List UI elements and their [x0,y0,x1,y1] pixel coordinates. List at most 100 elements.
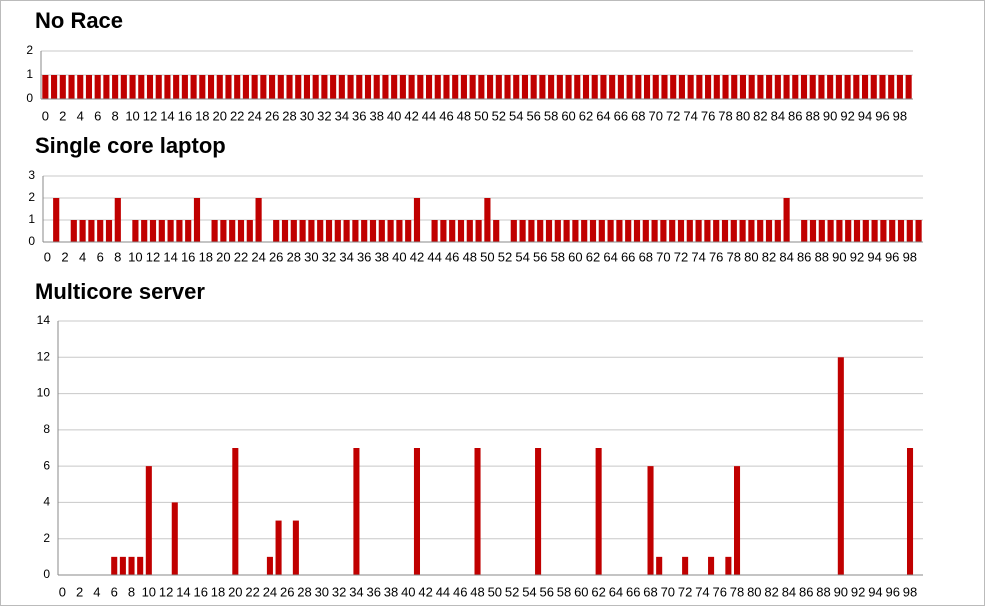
x-tick-label: 92 [840,108,854,123]
bar [434,75,441,99]
x-tick-label: 70 [649,108,663,123]
x-tick-label: 16 [181,249,195,264]
bar [413,198,421,242]
x-tick-label: 34 [335,108,349,123]
x-tick-label: 2 [61,249,68,264]
x-tick-label: 96 [885,249,899,264]
x-tick-label: 96 [885,584,899,599]
x-tick-label: 10 [128,249,142,264]
bar [234,75,241,99]
bar [207,75,215,99]
x-tick-label: 66 [621,249,635,264]
bar [216,75,223,99]
bar [519,220,526,242]
bar [537,220,544,242]
x-tick-label: 72 [674,249,688,264]
x-tick-label: 18 [199,249,213,264]
bar [880,220,887,242]
bar [466,220,473,242]
x-tick-label: 56 [533,249,547,264]
x-tick-label: 76 [709,249,723,264]
bar [286,75,293,99]
bar [167,220,174,242]
bar [317,220,324,242]
bar [440,220,447,242]
bar [149,220,157,242]
bar [651,220,658,242]
bar [609,75,616,99]
bar [591,75,598,99]
bar [343,220,350,242]
bar [457,220,465,242]
bar [635,75,642,99]
bar [79,220,86,242]
bar [530,75,537,99]
x-tick-label: 60 [574,584,588,599]
bar [616,220,623,242]
bar [871,220,878,242]
x-tick-label: 78 [730,584,744,599]
bar [70,220,77,242]
bar [836,220,843,242]
bar [164,75,171,99]
x-tick-label: 26 [269,249,283,264]
bar [158,220,165,242]
x-tick-label: 62 [579,108,593,123]
bar [574,75,581,99]
bar [792,75,799,99]
x-tick-label: 4 [93,584,100,599]
bar [656,556,663,575]
x-tick-label: 64 [609,584,623,599]
bar [51,75,58,99]
bar [757,75,764,99]
bar [835,75,842,99]
bar [687,75,694,99]
chart-title: Multicore server [35,279,205,304]
bar [582,75,590,99]
bar [452,75,459,99]
x-tick-label: 22 [245,584,259,599]
bar [292,520,299,575]
y-tick-label: 14 [37,313,51,327]
bar [356,75,363,99]
bar [431,220,438,242]
bar [103,75,110,99]
chart-title: No Race [35,8,123,33]
x-tick-label: 12 [159,584,173,599]
bar [193,198,201,242]
bar [827,220,834,242]
bar [42,75,49,99]
bar [260,75,267,99]
x-tick-label: 50 [488,584,502,599]
x-tick-label: 38 [369,108,383,123]
y-tick-label: 2 [43,531,50,545]
bar [237,220,245,242]
bar [138,75,145,99]
x-tick-label: 8 [112,108,119,123]
x-tick-label: 88 [805,108,819,123]
x-tick-label: 32 [322,249,336,264]
bar [382,75,389,99]
bar [595,448,602,575]
bar [879,75,886,99]
x-tick-label: 74 [683,108,697,123]
x-tick-label: 94 [867,249,881,264]
x-tick-label: 0 [44,249,51,264]
bar [889,220,896,242]
x-tick-label: 40 [401,584,415,599]
x-tick-label: 20 [216,249,230,264]
bar [199,75,206,99]
x-tick-label: 78 [718,108,732,123]
x-tick-label: 54 [509,108,523,123]
x-tick-label: 22 [230,108,244,123]
x-tick-label: 18 [211,584,225,599]
x-tick-label: 20 [213,108,227,123]
x-tick-label: 86 [797,249,811,264]
x-tick-label: 22 [234,249,248,264]
x-tick-label: 26 [280,584,294,599]
y-tick-label: 2 [26,43,33,57]
bar [660,220,667,242]
bar [378,220,385,242]
bar [739,220,746,242]
bar [643,75,651,99]
